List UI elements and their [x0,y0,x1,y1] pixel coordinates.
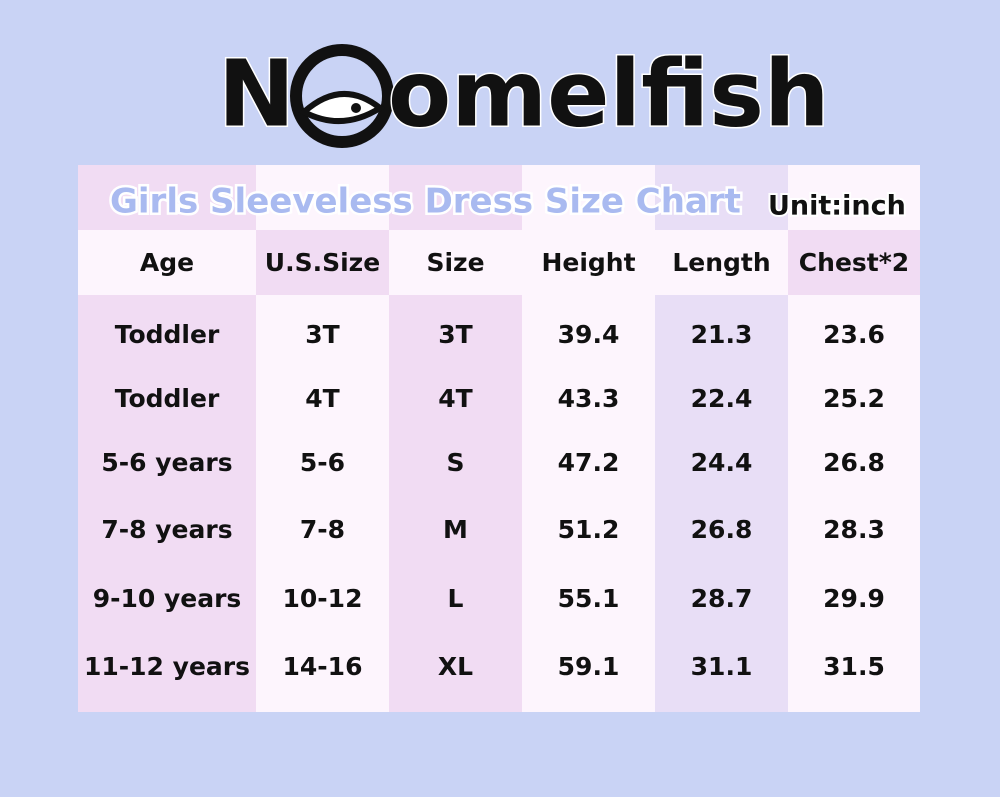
table-cell: 21.3 [691,320,753,349]
table-cell: 22.4 [691,384,753,413]
table-cell: 55.1 [558,584,620,613]
header-cell-bg [256,230,389,295]
column-bg [78,295,256,712]
table-cell: 5-6 years [101,448,232,477]
table-cell: 26.8 [691,515,753,544]
table-cell: 51.2 [558,515,620,544]
column-bg [655,295,788,712]
header-cell-bg [788,230,920,295]
table-cell: 39.4 [558,320,620,349]
table-cell: 31.1 [691,652,753,681]
column-bg [256,295,389,712]
header-cell-bg [389,230,522,295]
column-header: Size [426,248,484,277]
column-bg [389,295,522,712]
table-cell: XL [438,652,473,681]
table-cell: 4T [305,384,339,413]
table-cell: 23.6 [823,320,885,349]
header-cell-bg [655,230,788,295]
table-cell: 11-12 years [84,652,250,681]
table-cell: Toddler [115,320,220,349]
column-bg [522,295,655,712]
header-cell-bg [522,230,655,295]
table-cell: 59.1 [558,652,620,681]
title-cell-bg [788,165,920,230]
column-header: Height [541,248,635,277]
table-cell: 28.7 [691,584,753,613]
column-header: Age [140,248,194,277]
unit-label: Unit:inch [768,191,906,222]
header-cell-bg [78,230,256,295]
column-header: Chest*2 [799,248,909,277]
column-bg [788,295,920,712]
brand-end: omelfish [388,40,829,147]
table-cell: 24.4 [691,448,753,477]
column-header: U.S.Size [265,248,380,277]
table-cell: M [443,515,468,544]
column-header: Length [672,248,770,277]
title-cell-bg [522,165,655,230]
title-cell-bg [78,165,256,230]
title-cell-bg [655,165,788,230]
table-cell: 5-6 [300,448,345,477]
table: Girls Sleeveless Dress Size Chart Unit:in… [78,165,920,712]
table-cell: 28.3 [823,515,885,544]
table-cell: 9-10 years [93,584,242,613]
table-cell: 47.2 [558,448,620,477]
table-cell: 43.3 [558,384,620,413]
brand-logo [290,44,394,148]
table-cell: 29.9 [823,584,885,613]
table-title: Girls Sleeveless Dress Size Chart [110,182,741,222]
table-cell: 3T [438,320,472,349]
brand-start: N [218,40,295,147]
title-cell-bg [256,165,389,230]
table-cell: 7-8 years [101,515,232,544]
table-cell: 10-12 [283,584,363,613]
table-cell: 3T [305,320,339,349]
table-cell: L [448,584,464,613]
table-cell: 4T [438,384,472,413]
table-cell: Toddler [115,384,220,413]
title-cell-bg [389,165,522,230]
table-cell: 25.2 [823,384,885,413]
table-cell: 14-16 [283,652,363,681]
table-cell: S [446,448,464,477]
table-cell: 26.8 [823,448,885,477]
table-cell: 7-8 [300,515,345,544]
table-cell: 31.5 [823,652,885,681]
